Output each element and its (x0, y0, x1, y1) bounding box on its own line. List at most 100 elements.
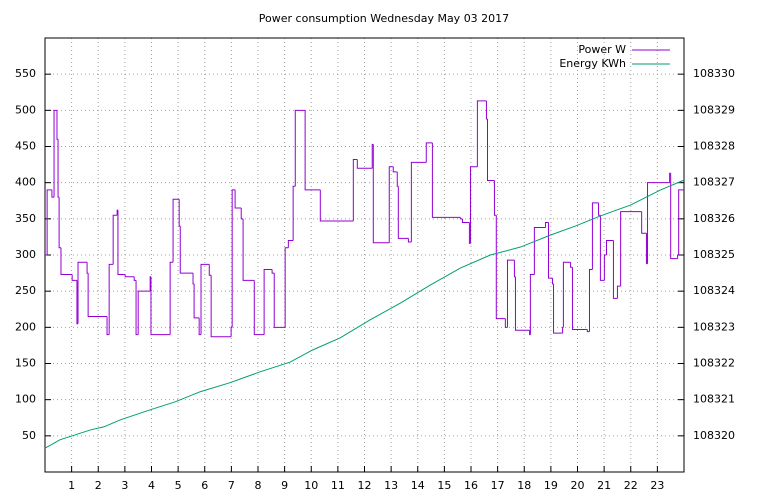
power-step (495, 215, 506, 320)
power-step (396, 171, 399, 187)
power-step (493, 180, 497, 216)
x-tick-label: 14 (411, 479, 425, 492)
power-step (116, 209, 118, 216)
power-step (514, 276, 530, 331)
y-tick-label: 350 (15, 212, 36, 225)
power-step (599, 215, 605, 281)
y2-tick-label: 108322 (693, 357, 735, 370)
y-tick-label: 450 (15, 140, 36, 153)
power-step (670, 173, 678, 260)
power-step (169, 261, 174, 335)
power-step (208, 264, 212, 276)
power-step (271, 269, 275, 274)
x-tick-label: 20 (571, 479, 585, 492)
power-step (200, 263, 210, 335)
x-tick-label: 10 (304, 479, 318, 492)
power-step (242, 218, 255, 281)
x-tick-label: 11 (331, 479, 345, 492)
x-tick-label: 19 (544, 479, 558, 492)
y-tick-label: 300 (15, 248, 36, 261)
power-step (231, 189, 236, 328)
power-step (588, 268, 593, 332)
power-step (551, 278, 554, 285)
power-step (570, 262, 573, 268)
x-tick-label: 22 (624, 479, 638, 492)
legend-label: Energy KWh (559, 57, 626, 70)
power-step (533, 227, 546, 275)
y2-tick-label: 108326 (693, 212, 735, 225)
power-step (485, 100, 488, 120)
power-step (487, 119, 495, 181)
power-step (106, 316, 110, 336)
x-tick-label: 13 (384, 479, 398, 492)
x-tick-label: 23 (650, 479, 664, 492)
power-step (545, 221, 549, 228)
power-step (620, 211, 642, 287)
power-step (198, 317, 202, 336)
x-tick-label: 2 (95, 479, 102, 492)
legend-label: Power W (578, 43, 626, 56)
power-step (284, 247, 289, 328)
power-step (504, 318, 508, 328)
power-step (273, 273, 286, 328)
x-tick-label: 17 (491, 479, 505, 492)
y-tick-label: 150 (15, 357, 36, 370)
power-step (240, 207, 244, 220)
power-step (606, 240, 614, 255)
power-step (53, 109, 57, 198)
power-step (150, 276, 171, 336)
y2-tick-label: 108320 (693, 429, 735, 442)
power-step (529, 274, 535, 335)
power-step (137, 290, 151, 335)
y2-tick-label: 108327 (693, 176, 735, 189)
x-tick-label: 15 (437, 479, 451, 492)
power-step (133, 276, 137, 281)
power-step (263, 268, 273, 335)
power-step (135, 280, 139, 336)
power-step (669, 172, 671, 183)
y-tick-label: 550 (15, 67, 36, 80)
power-step (304, 110, 321, 191)
power-step (647, 182, 670, 264)
power-step (468, 222, 471, 244)
power-step (319, 189, 354, 222)
power-step (678, 189, 684, 255)
y-tick-label: 200 (15, 320, 36, 333)
power-step (192, 273, 195, 285)
power-step (431, 142, 461, 218)
power-step (46, 189, 52, 255)
x-tick-label: 21 (597, 479, 611, 492)
power-step (112, 214, 118, 265)
y-tick-label: 400 (15, 176, 36, 189)
x-tick-label: 3 (121, 479, 128, 492)
x-tick-label: 8 (255, 479, 262, 492)
power-step (425, 142, 433, 163)
power-step (172, 198, 180, 263)
power-step (591, 202, 599, 270)
power-step (57, 139, 60, 198)
x-tick-label: 9 (281, 479, 288, 492)
power-step (124, 274, 135, 278)
y2-tick-label: 108330 (693, 67, 735, 80)
power-step (392, 166, 398, 173)
x-tick-label: 6 (201, 479, 208, 492)
power-step (71, 274, 77, 281)
power-step (210, 275, 232, 338)
power-step (179, 226, 194, 274)
chart-title: Power consumption Wednesday May 03 2017 (259, 12, 509, 25)
power-step (108, 263, 114, 335)
power-step (506, 259, 515, 328)
power-step (612, 240, 618, 299)
y2-tick-label: 108321 (693, 393, 735, 406)
y-tick-label: 100 (15, 393, 36, 406)
x-tick-label: 18 (517, 479, 531, 492)
y2-tick-label: 108329 (693, 103, 735, 116)
power-step (598, 202, 601, 216)
power-step (60, 247, 73, 276)
y-tick-label: 500 (15, 103, 36, 116)
y-tick-label: 50 (22, 429, 36, 442)
y2-tick-label: 108324 (693, 284, 735, 297)
power-step (571, 267, 588, 331)
